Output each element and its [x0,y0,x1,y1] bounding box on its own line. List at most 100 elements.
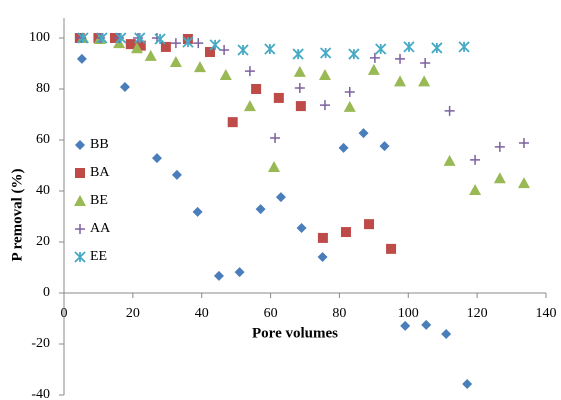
x-tick-label: 60 [264,306,278,321]
marker [182,36,194,48]
marker [395,53,406,64]
marker [154,33,166,45]
marker [295,101,306,112]
marker [296,222,307,233]
marker [135,40,146,51]
marker [403,41,415,53]
marker [320,47,332,59]
marker [367,63,380,75]
marker [441,329,452,340]
x-tick-label: 80 [332,306,346,321]
marker [400,320,411,331]
y-tick-label: 20 [36,234,50,249]
marker [379,141,390,152]
marker [115,32,127,44]
marker [251,84,262,94]
marker [234,267,245,278]
marker [420,57,431,68]
x-tick-label: 140 [536,306,557,321]
marker [213,270,224,281]
marker [292,48,304,60]
y-tick-label: -40 [31,387,50,400]
marker [133,33,144,43]
marker [293,65,306,77]
marker [273,92,284,103]
marker [317,232,328,243]
marker [114,33,125,43]
marker [268,161,281,173]
marker [170,38,181,49]
marker [275,192,286,203]
marker [348,48,360,60]
legend-marker [74,251,86,263]
marker [318,68,331,80]
legend-marker [75,140,85,150]
marker [130,42,143,54]
x-tick-label: 100 [398,306,419,321]
marker [364,219,375,230]
marker [193,38,204,49]
marker [160,41,171,52]
marker [219,68,232,80]
y-tick-label: 80 [36,81,50,96]
marker [470,154,481,165]
marker [237,44,249,56]
marker [494,141,505,152]
y-tick-label: 40 [36,183,50,198]
marker [319,100,330,111]
x-tick-label: 120 [467,306,488,321]
legend-label: BE [90,193,108,208]
marker [369,52,380,63]
marker [76,53,87,64]
y-tick-label: 0 [43,285,50,300]
marker [343,100,356,112]
marker [444,105,455,116]
marker [493,172,506,184]
legend-label: EE [90,249,107,264]
marker [375,43,387,55]
legend-label: AA [90,221,111,236]
marker [77,32,89,44]
marker [518,138,529,149]
marker [169,55,182,67]
x-tick-label: 0 [61,306,68,321]
legend-marker [75,224,85,234]
marker [469,183,482,195]
marker [192,206,203,217]
marker [421,319,432,330]
marker [394,75,407,87]
marker [358,128,369,139]
marker [462,379,473,390]
marker [119,81,130,92]
marker [76,33,87,43]
marker [255,204,266,215]
marker [96,32,108,44]
y-tick-label: 100 [29,30,50,45]
marker [193,61,206,73]
marker [431,42,443,54]
y-tick-label: 60 [36,132,50,147]
marker [144,49,157,61]
marker [344,87,355,98]
x-axis-title: Pore volumes [252,325,338,341]
marker [443,154,456,166]
marker [204,47,215,58]
marker [209,39,221,51]
marker [418,75,431,87]
legend-label: BB [90,137,109,152]
marker [317,252,328,263]
marker [340,227,351,238]
marker [294,82,305,93]
legend-label: BA [90,165,110,180]
marker [227,117,238,128]
marker [219,44,230,55]
marker [95,33,106,43]
marker [264,43,276,55]
marker [151,153,162,164]
marker [171,169,182,180]
x-tick-label: 40 [195,306,209,321]
marker [270,132,281,143]
legend-marker [74,195,86,206]
marker [517,177,530,189]
